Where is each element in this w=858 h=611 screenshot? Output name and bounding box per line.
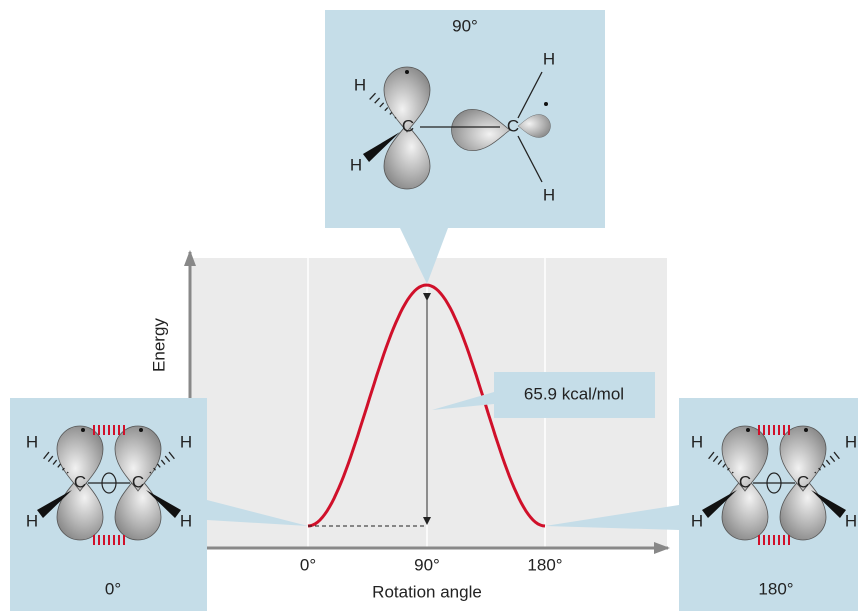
atom-label: H [845,432,857,451]
electron [804,428,808,432]
orbital-lobe [451,108,511,152]
wedge-bond [37,490,72,518]
hash-bond [47,455,54,463]
hash-bond [374,97,381,104]
hash-bond [731,471,734,474]
orbital-lobe [721,474,769,541]
atom-label: H [691,432,703,451]
hash-bond [379,102,385,108]
hash-bond [712,455,719,463]
orbital-lobe [721,425,769,492]
electron [81,428,85,432]
hash-bond [825,459,831,465]
hash-bond [160,459,166,465]
wedge-bond [146,490,181,518]
x-axis-label: Rotation angle [372,582,482,601]
hash-bond [52,459,58,465]
hash-bond [164,455,171,463]
x-tick-label: 0° [300,555,316,574]
hash-bond [62,467,65,471]
hash-bond [727,467,730,471]
atom-label: C [507,116,519,135]
hash-bond [168,451,175,460]
hash-bond [389,111,393,115]
atom-label: H [180,511,192,530]
atom-label: H [180,432,192,451]
atom-label: C [402,116,414,135]
molecules: H H C C H H H H C C H H H H C C H H [26,49,857,545]
bond [517,135,543,183]
rotation-arrow [101,472,117,494]
atom-label: C [74,472,86,491]
bond [517,71,543,119]
orbital-lobe [383,123,431,190]
hash-bond [394,116,397,119]
atom-label: H [26,511,38,530]
electron [405,70,409,74]
energy-curve [307,283,546,528]
hash-bond [384,107,389,112]
hash-bond [149,471,152,474]
electron [544,102,548,106]
orbital-lobe [383,66,431,133]
orbital-lobe [114,474,162,541]
atom-label: C [797,472,809,491]
wedge-bond [811,490,846,518]
barrier-callout [432,372,655,418]
orbital-lobe [779,425,827,492]
wedge-bond [362,132,400,162]
hash-bond [818,467,821,471]
hash-bond [153,467,156,471]
panel-label: 0° [105,579,121,598]
atom-label: H [350,155,362,174]
panel-label: 180° [758,579,793,598]
orbital-lobe [779,474,827,541]
hash-bond [157,463,161,468]
hash-bond [66,471,69,474]
atom-label: H [543,185,555,204]
hash-bond [57,463,61,468]
atom-label: C [739,472,751,491]
atom-label: C [132,472,144,491]
hash-bond [833,451,840,460]
electron [139,428,143,432]
hash-bond [369,92,376,100]
atom-label: H [26,432,38,451]
x-tick-label: 90° [414,555,440,574]
y-axis-label: Energy [149,318,168,372]
hash-bond [708,451,715,460]
hash-bond [722,463,726,468]
barrier-label: 65.9 kcal/mol [524,384,624,403]
x-tick-label: 180° [527,555,562,574]
rotation-arrow [766,472,782,494]
wedge-bond [702,490,737,518]
hash-bond [43,451,50,460]
panel-label: 90° [452,16,478,35]
hash-bond [717,459,723,465]
atom-label: H [691,511,703,530]
atom-label: H [543,49,555,68]
orbital-lobe [114,425,162,492]
atom-label: H [845,511,857,530]
orbital-lobe [517,114,551,138]
hash-bond [814,471,817,474]
electron [746,428,750,432]
orbital-lobe [56,425,104,492]
hash-bond [829,455,836,463]
orbital-lobe [56,474,104,541]
hash-bond [822,463,826,468]
atom-label: H [354,75,366,94]
